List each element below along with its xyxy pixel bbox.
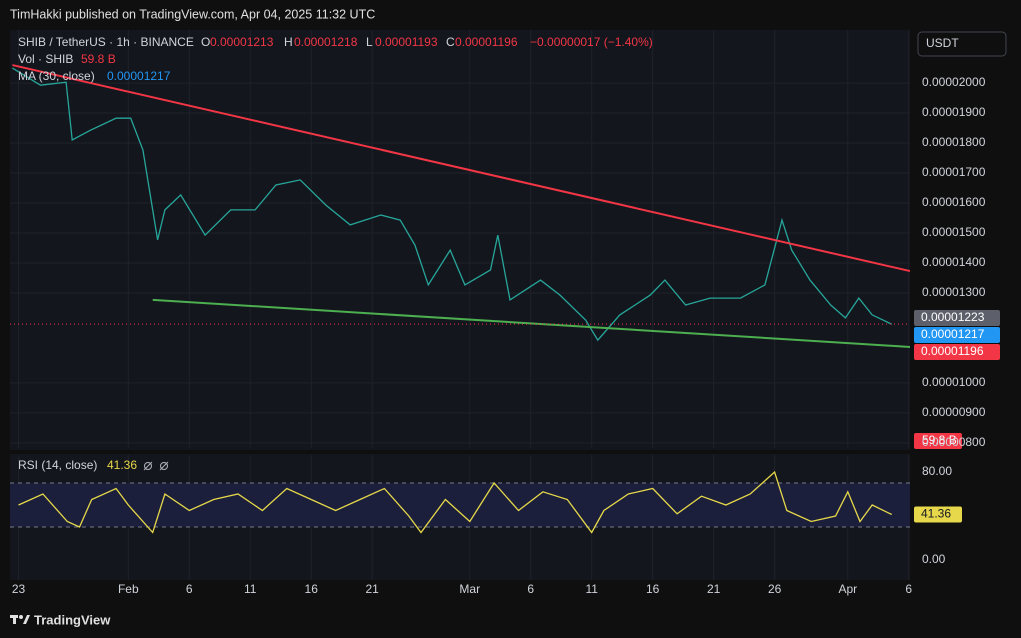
x-tick-label: 21 — [366, 582, 380, 596]
x-tick-label: 6 — [527, 582, 534, 596]
footer-brand: TradingView — [34, 612, 111, 627]
price-label-bg — [914, 344, 1000, 360]
x-tick-label: 26 — [768, 582, 782, 596]
currency-button[interactable] — [917, 31, 1007, 57]
pane-separator — [10, 450, 1021, 454]
y-tick-label: 0.00000900 — [922, 405, 986, 419]
y-tick-label: 0.00000800 — [922, 435, 986, 449]
logo — [10, 615, 30, 624]
close: 0.00001196 — [455, 35, 518, 49]
volume-axis-label-bg — [914, 433, 962, 449]
y-tick-label: 0.00001400 — [922, 255, 986, 269]
price-pane — [10, 30, 910, 450]
y-tick-label: 0.00 — [922, 552, 946, 566]
open-label: O — [201, 35, 210, 49]
y-tick-label: 0.00001300 — [922, 285, 986, 299]
volume-axis-label: 59.8 B — [922, 433, 957, 447]
change: −0.00000017 (−1.40%) — [530, 35, 653, 49]
low: 0.00001193 — [375, 35, 438, 49]
x-tick-label: 6 — [186, 582, 193, 596]
price-label: 0.00001196 — [921, 344, 984, 358]
ma-label: MA (30, close) — [18, 69, 95, 83]
price-label: 0.00001217 — [921, 327, 985, 341]
y-tick-label: 0.00002000 — [922, 75, 986, 89]
price-label-bg — [914, 310, 1000, 326]
high: 0.00001218 — [294, 35, 358, 49]
x-tick-label: 23 — [12, 582, 26, 596]
series-line — [18, 470, 892, 534]
x-tick-label: Feb — [118, 582, 139, 596]
y-tick-label: 0.00001700 — [922, 165, 986, 179]
publisher: TimHakki published on TradingView.com, A… — [10, 7, 375, 21]
y-tick-label: 0.00001500 — [922, 225, 986, 239]
plot — [10, 64, 911, 534]
rsi-label: RSI (14, close) — [18, 458, 97, 472]
ma-value: 0.00001217 — [107, 69, 171, 83]
low-label: L — [366, 35, 373, 49]
legend: SHIB / TetherUS · 1h · BINANCE O 0.00001… — [18, 35, 653, 472]
rsi-value-bg — [914, 506, 962, 523]
rsi-band — [10, 483, 910, 528]
close-label: C — [446, 35, 455, 49]
y-tick-label: 0.00001800 — [922, 135, 986, 149]
volume-label: Vol · SHIB — [18, 52, 73, 66]
x-tick-label: 21 — [707, 582, 721, 596]
grid — [10, 30, 910, 580]
high-label: H — [284, 35, 293, 49]
rsi-axis-label: 41.36 — [921, 507, 951, 521]
symbol: SHIB / TetherUS · 1h · BINANCE — [18, 35, 194, 49]
y-tick-label: 0.00001900 — [922, 105, 986, 119]
trendline — [12, 64, 911, 273]
rsi-icons — [143, 461, 169, 471]
price-label-bg — [914, 327, 1000, 343]
x-tick-label: Mar — [459, 582, 480, 596]
x-tick-label: Apr — [838, 582, 857, 596]
y-tick-label: 0.00001600 — [922, 195, 986, 209]
price-label: 0.00001223 — [921, 310, 985, 324]
series-line — [12, 67, 892, 342]
x-tick-label: 16 — [646, 582, 660, 596]
volume: 59.8 B — [81, 52, 116, 66]
open: 0.00001213 — [210, 35, 274, 49]
y-tick-label: 80.00 — [922, 464, 952, 478]
y-tick-label: 0.00001000 — [922, 375, 986, 389]
trendline — [152, 298, 911, 348]
x-tick-label: 11 — [585, 582, 598, 596]
x-tick-label: 16 — [305, 582, 319, 596]
footer: TradingView — [10, 612, 111, 627]
x-tick-label: 11 — [244, 582, 257, 596]
rsi-value: 41.36 — [107, 458, 137, 472]
x-tick-label: 6 — [905, 582, 912, 596]
currency[interactable]: USDT — [926, 36, 959, 50]
